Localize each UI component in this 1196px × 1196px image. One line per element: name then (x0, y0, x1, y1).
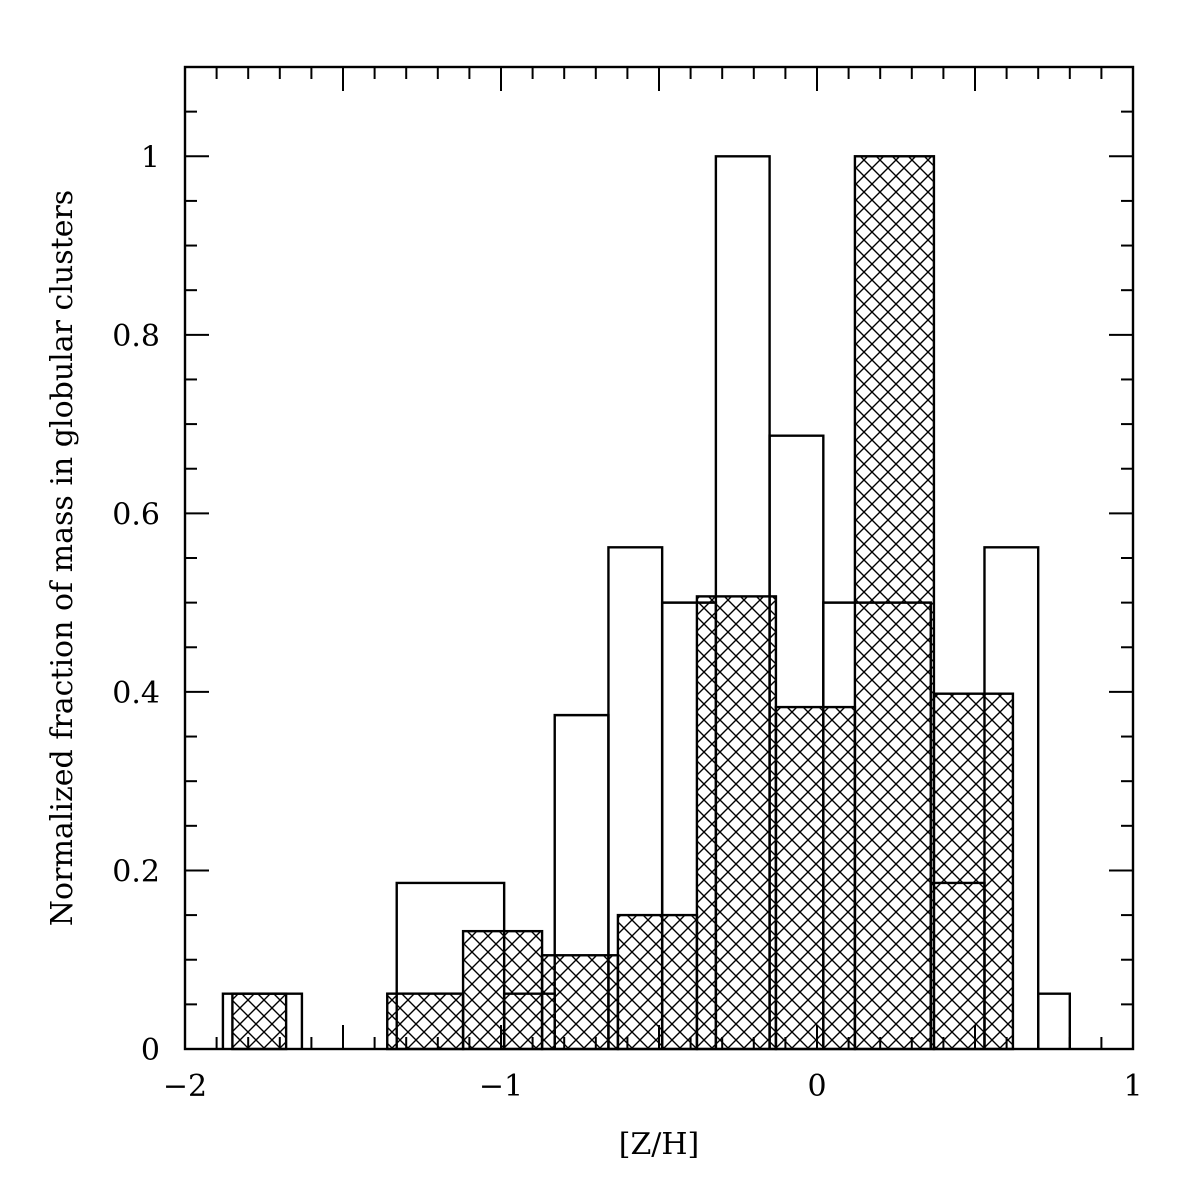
y-tick-label: 0.4 (112, 676, 160, 711)
y-tick-label: 1 (141, 140, 160, 175)
hatched-bar-2 (461, 929, 544, 1051)
hatched-bar-8 (932, 692, 1015, 1051)
y-tick-label: 0.8 (112, 319, 160, 354)
x-tick-label: 0 (807, 1069, 826, 1104)
hatched-bar-1 (386, 992, 465, 1051)
hatched-bar-6 (774, 705, 857, 1051)
y-tick-label: 0.2 (112, 854, 160, 889)
x-tick-label: −1 (479, 1069, 523, 1104)
hatched-bar-5 (695, 595, 778, 1051)
x-tick-label: 1 (1123, 1069, 1142, 1104)
outline-bar-11 (1037, 992, 1071, 1049)
tick-labels: −2 −1 0 1 0 0.2 0.4 0.6 0.8 1 (112, 140, 1142, 1104)
x-tick-label: −2 (163, 1069, 207, 1104)
outline-bar-10 (983, 546, 1040, 1049)
axes (183, 65, 1135, 1051)
x-axis-label: [Z/H] (619, 1127, 700, 1162)
y-tick-label: 0 (141, 1033, 160, 1068)
hatched-bar-3 (540, 954, 620, 1051)
outline-bar-1 (395, 881, 506, 1049)
y-axis-label: Normalized fraction of mass in globular … (45, 190, 80, 926)
hatched-bar-4 (616, 913, 699, 1051)
outline-histogram (221, 155, 1071, 1049)
outline-bar-0 (221, 992, 304, 1049)
y-tick-label: 0.6 (112, 497, 160, 532)
outline-bar-8 (822, 601, 932, 1049)
hatched-bar-0 (231, 992, 288, 1051)
